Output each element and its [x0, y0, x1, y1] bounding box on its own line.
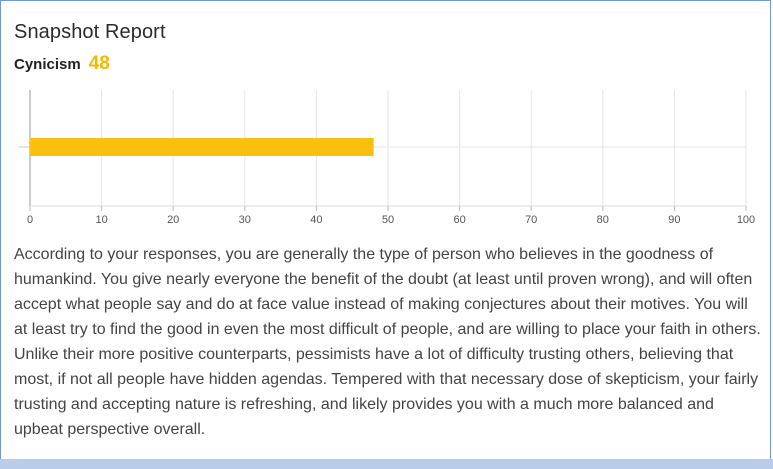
x-tick-label: 70 — [525, 214, 537, 226]
x-tick-label: 60 — [453, 214, 465, 226]
bottom-strip — [0, 459, 773, 469]
metric-label: Cynicism — [14, 56, 81, 73]
x-tick-label: 80 — [597, 214, 609, 226]
page-title: Snapshot Report — [14, 21, 166, 43]
bar-cynicism — [30, 138, 374, 156]
x-tick-label: 90 — [668, 214, 680, 226]
x-tick-label: 0 — [27, 214, 33, 226]
chart-bars — [30, 138, 374, 156]
x-tick-label: 30 — [239, 214, 251, 226]
x-tick-label: 20 — [167, 214, 179, 226]
report-description: According to your responses, you are gen… — [14, 246, 761, 438]
x-tick-label: 10 — [95, 214, 107, 226]
x-tick-label: 40 — [310, 214, 322, 226]
metric-value: 48 — [88, 53, 110, 74]
bar-chart: 0 10 20 30 40 50 60 70 80 90 100 — [18, 90, 755, 226]
x-tick-label: 50 — [382, 214, 394, 226]
metric-row: Cynicism 48 — [14, 53, 110, 75]
x-tick-label: 100 — [737, 214, 755, 226]
chart-tick-labels: 0 10 20 30 40 50 60 70 80 90 100 — [27, 214, 755, 226]
